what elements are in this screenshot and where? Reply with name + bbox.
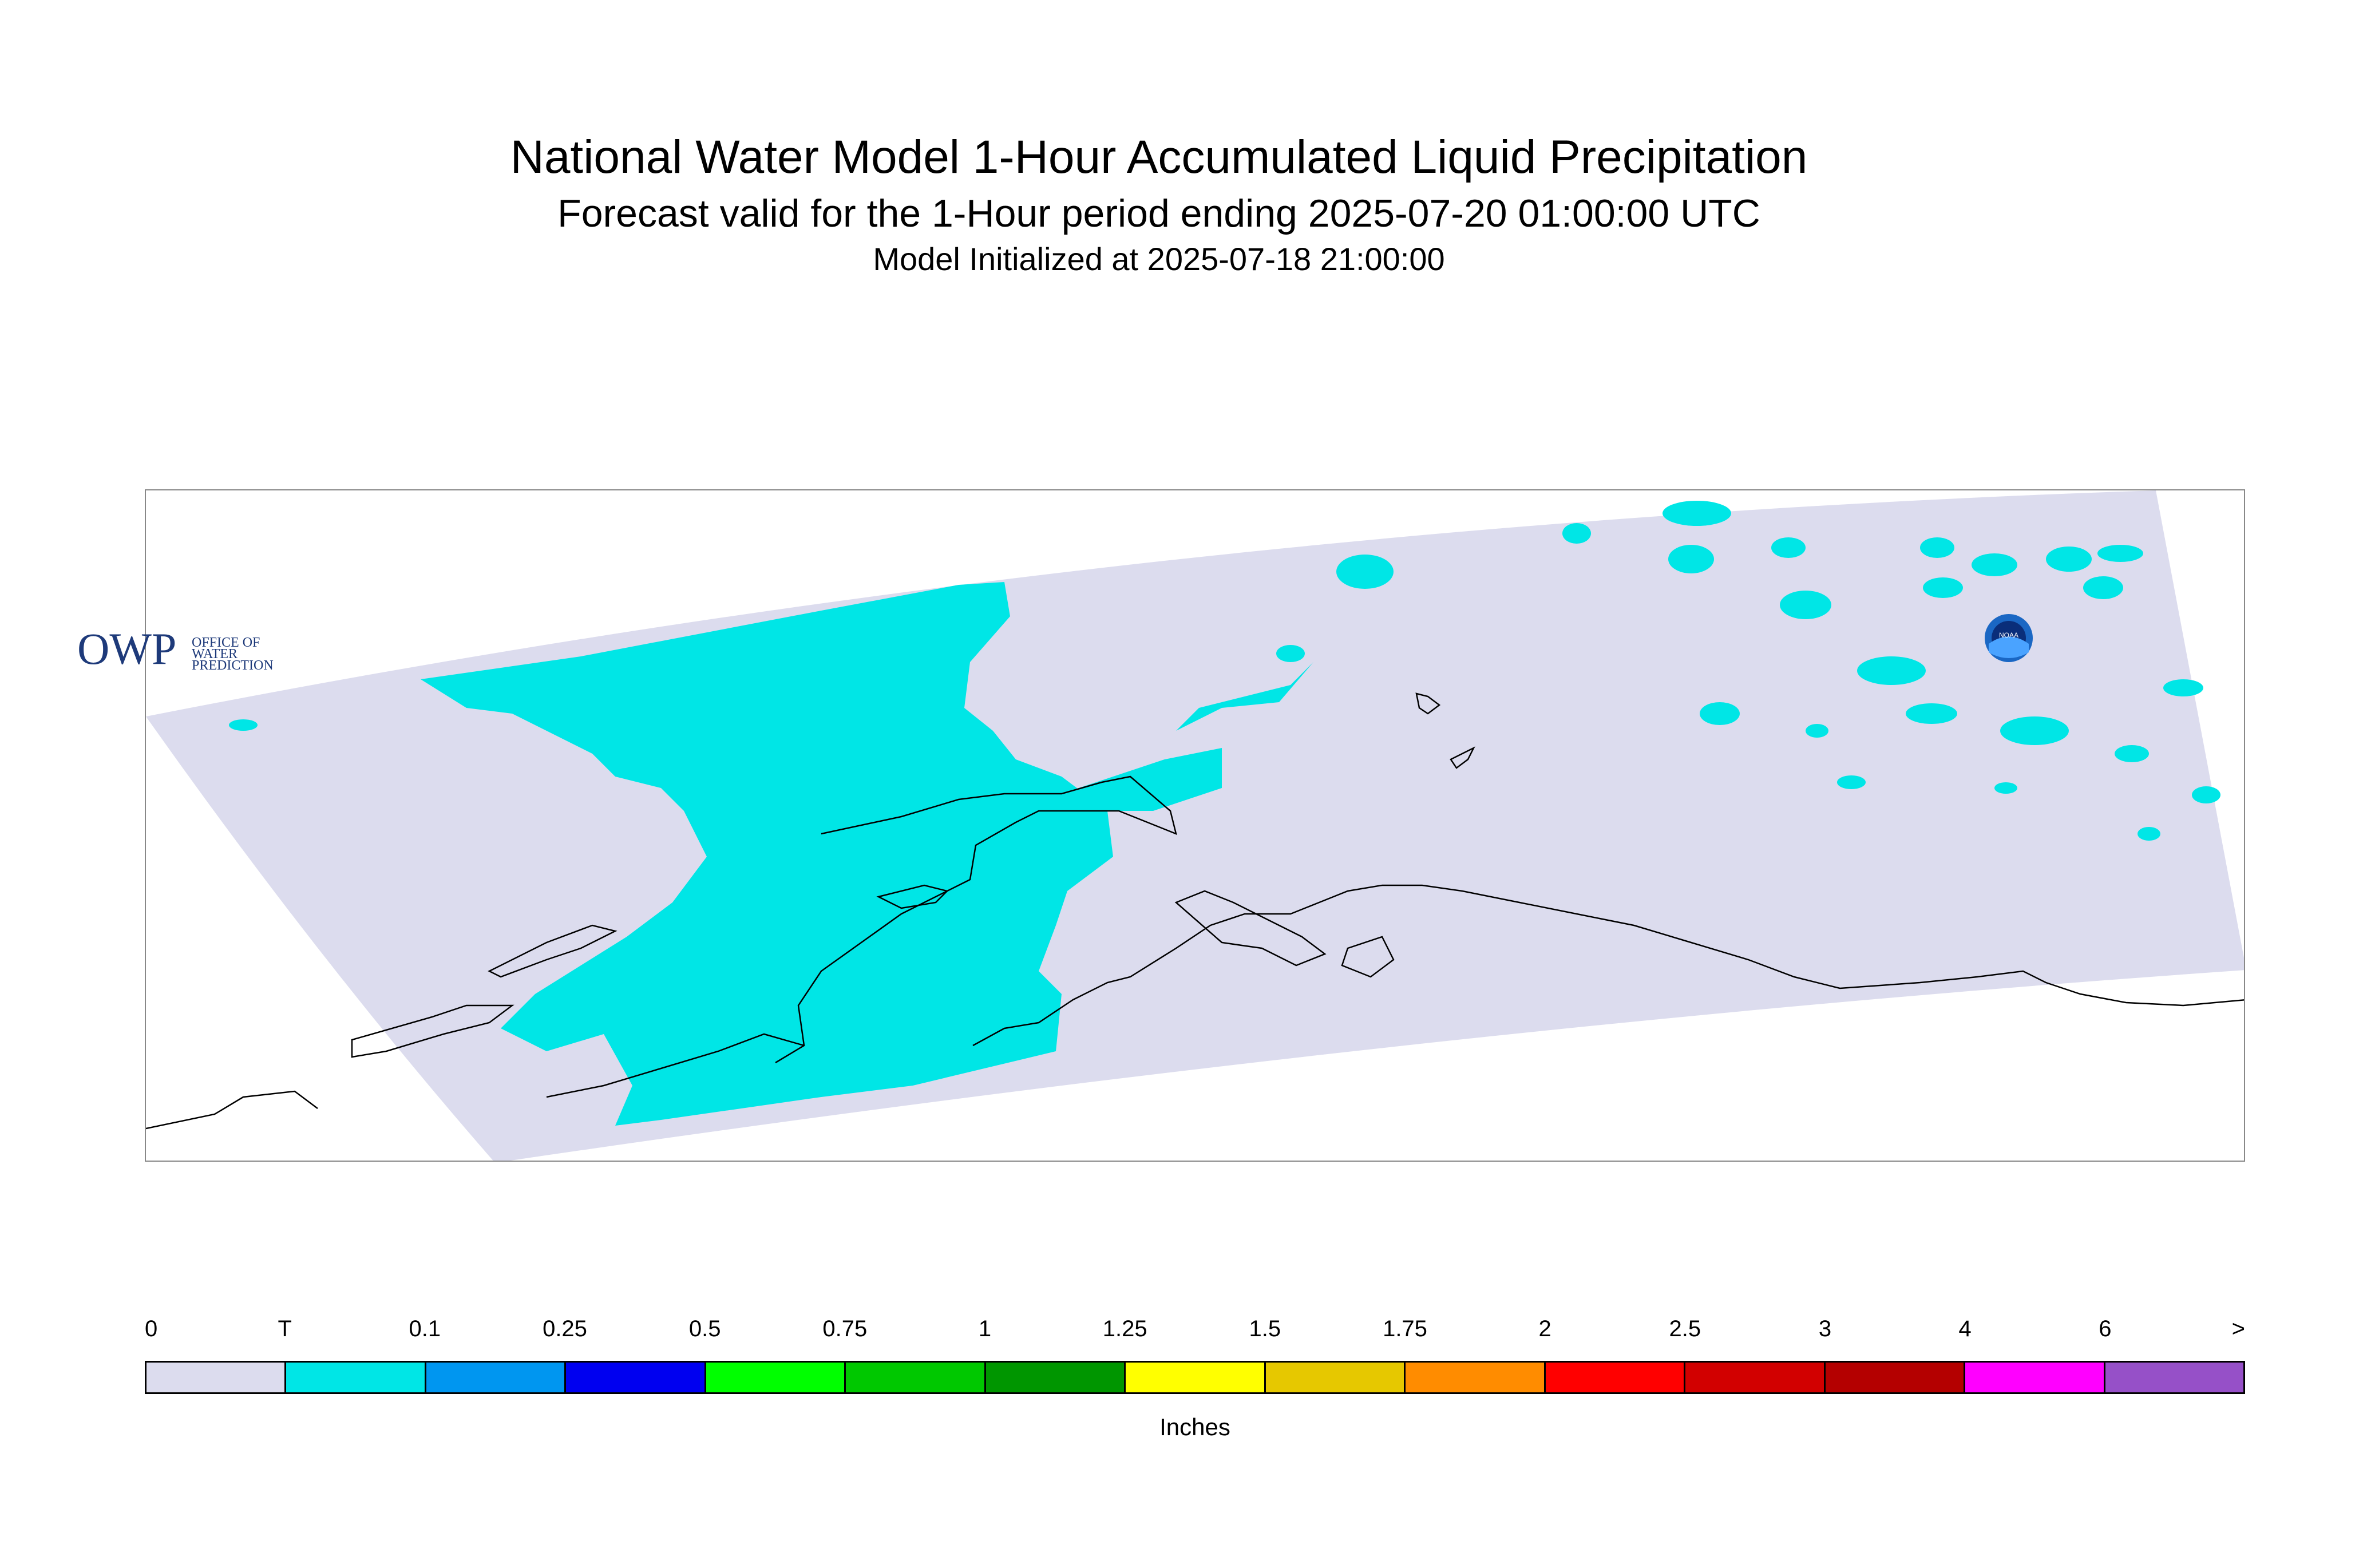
legend-tick-label: >: [2231, 1316, 2245, 1341]
coastline-mainland: [972, 884, 2244, 1047]
legend-tick-label: 1.25: [1102, 1316, 1147, 1341]
coastline-west-2: [351, 1004, 514, 1058]
precipitation-map: [146, 490, 2244, 1161]
legend-tick-label: 2: [1538, 1316, 1551, 1341]
coastline-bay: [1341, 936, 1395, 978]
precip-blob-24: [229, 719, 258, 731]
legend-tick-label: 4: [1958, 1316, 1972, 1341]
noaa-logo-text: NOAA: [1999, 631, 2018, 639]
legend-color-bar: [145, 1361, 2245, 1394]
precip-blob-18: [2163, 679, 2203, 696]
precip-blob-20: [2138, 827, 2160, 841]
precip-blob-11: [2097, 545, 2143, 562]
precip-blob-15: [1906, 703, 1957, 724]
legend-tick-label: T: [278, 1316, 292, 1341]
legend-tick-label: 3: [1818, 1316, 1832, 1341]
legend-tick-label: 0.25: [543, 1316, 587, 1341]
map-title: National Water Model 1-Hour Accumulated …: [510, 131, 1808, 183]
precip-blob-17: [2115, 745, 2149, 762]
legend-swatch: [566, 1363, 706, 1392]
legend-swatch: [1965, 1363, 2105, 1392]
precip-blob-19: [2192, 786, 2220, 803]
legend-tick-label: 0.75: [822, 1316, 868, 1341]
legend-tick-label: 0: [145, 1316, 158, 1341]
precip-blob-6: [1780, 591, 1831, 619]
map-subtitle: Forecast valid for the 1-Hour period end…: [557, 192, 1760, 235]
precip-blob-23: [1994, 782, 2017, 794]
legend-swatch: [1825, 1363, 1966, 1392]
legend-tick-label: 2.5: [1669, 1316, 1701, 1341]
precip-blob-7: [1920, 537, 1954, 558]
owp-logo-sub3: PREDICTION: [192, 658, 274, 673]
precip-blob-4: [1668, 545, 1714, 573]
owp-logo-sub2: WATER: [192, 647, 238, 662]
trace-precip-areas: [229, 501, 2220, 1126]
legend-swatch: [706, 1363, 846, 1392]
legend-tick-label: 0.1: [409, 1316, 441, 1341]
precip-blob-16: [2000, 716, 2069, 745]
precip-area-main: [421, 582, 1113, 1126]
noaa-logo: NOAA: [1985, 614, 2033, 662]
coastline-lake-1: [1415, 692, 1441, 715]
precip-blob-8: [1923, 577, 1963, 598]
legend-swatch: [1265, 1363, 1406, 1392]
legend-tick-label: 1: [978, 1316, 992, 1341]
coastline-peninsula: [876, 884, 949, 909]
precip-blob-14: [1700, 702, 1740, 725]
legend-swatch: [147, 1363, 287, 1392]
legend-swatch: [1545, 1363, 1686, 1392]
legend-swatch: [426, 1363, 567, 1392]
precip-area-central-1: [1176, 662, 1313, 731]
precip-blob-5: [1771, 537, 1806, 558]
owp-logo-text: OWP: [77, 624, 176, 674]
precip-blob-12: [2083, 576, 2123, 599]
coastline-lake-2: [1450, 746, 1475, 769]
precip-blob-1: [1336, 555, 1394, 589]
legend-tick-labels: 0 T 0.1 0.25 0.5 0.75 1 1.25 1.5 1.75 2 2.5 3 4 6 >: [145, 1316, 2245, 1351]
legend-tick-label: 1.5: [1249, 1316, 1281, 1341]
precip-blob-10: [2046, 547, 2092, 572]
legend-tick-label: 1.75: [1383, 1316, 1427, 1341]
map-panel: [145, 489, 2245, 1162]
legend-swatch: [1406, 1363, 1546, 1392]
legend-tick-label: 0.5: [688, 1316, 721, 1341]
precip-blob-21: [1806, 724, 1828, 738]
legend-swatch: [286, 1363, 426, 1392]
coastline-inlet: [775, 775, 1177, 1064]
precip-blob-9: [1972, 553, 2017, 576]
legend-swatch: [985, 1363, 1126, 1392]
legend-units: Inches: [1159, 1413, 1230, 1440]
precip-blob-22: [1837, 775, 1866, 789]
precip-blob-13: [1857, 656, 1926, 685]
legend-tick-label: 6: [2099, 1316, 2112, 1341]
coastline-sw-corner: [146, 1090, 318, 1130]
legend-swatch: [1685, 1363, 1826, 1392]
coastline-west-1: [488, 924, 618, 978]
precip-blob-2: [1562, 523, 1591, 544]
legend-swatch: [1126, 1363, 1266, 1392]
model-init-time: Model Initialized at 2025-07-18 21:00:00: [873, 241, 1445, 277]
coastline-southwest: [546, 1033, 805, 1098]
legend-swatch: [846, 1363, 986, 1392]
precip-area-east-coast: [1062, 748, 1222, 811]
precip-blob-25: [1276, 645, 1305, 662]
legend-swatch: [2105, 1363, 2244, 1392]
precip-blob-3: [1662, 501, 1731, 526]
coastline-islands: [1174, 890, 1327, 967]
owp-logo: OWP OFFICE OF WATER PREDICTION: [77, 624, 274, 674]
coastlines: [146, 692, 2244, 1130]
owp-logo-sub1: OFFICE OF: [192, 635, 260, 650]
